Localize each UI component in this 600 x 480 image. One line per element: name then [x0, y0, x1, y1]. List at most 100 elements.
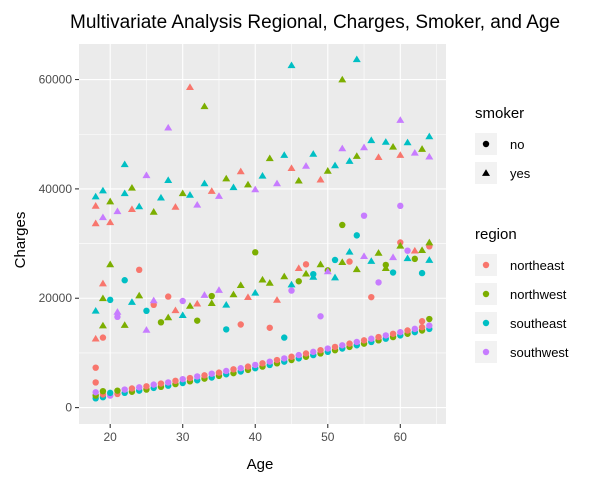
axes: 20 30 40 50 60 0 20000 40000 60000 — [39, 73, 408, 444]
data-point — [194, 373, 201, 380]
data-point — [252, 361, 259, 369]
data-point — [310, 348, 317, 356]
data-point — [368, 335, 375, 342]
data-point — [164, 313, 173, 321]
legend-symbol — [482, 290, 490, 298]
data-point — [324, 345, 331, 352]
data-point — [207, 299, 216, 307]
data-point — [120, 160, 129, 168]
data-point — [135, 384, 143, 391]
data-point — [223, 367, 230, 375]
data-point — [353, 232, 360, 239]
data-point — [265, 154, 274, 162]
data-point — [222, 174, 231, 182]
data-point — [252, 249, 259, 256]
data-point — [425, 132, 434, 140]
data-point — [113, 207, 122, 215]
x-tick-label: 40 — [249, 430, 263, 444]
data-point — [338, 144, 347, 152]
legend-label: no — [510, 137, 524, 152]
data-point — [91, 334, 100, 342]
legend-title: smoker — [475, 105, 524, 122]
data-point — [404, 247, 411, 254]
data-point — [244, 180, 252, 188]
data-point — [353, 338, 360, 346]
data-point — [165, 293, 172, 300]
data-point — [375, 279, 382, 286]
data-point — [114, 313, 121, 321]
data-point — [288, 353, 295, 360]
data-point — [91, 192, 100, 200]
data-point — [92, 364, 99, 371]
data-point — [317, 346, 324, 354]
data-point — [171, 306, 180, 314]
data-point — [193, 200, 202, 208]
data-point — [164, 176, 173, 183]
data-point — [149, 208, 158, 215]
grid-lines — [79, 44, 446, 424]
data-point — [157, 319, 165, 326]
data-point — [403, 254, 412, 262]
data-point — [345, 157, 354, 164]
data-points — [91, 55, 434, 402]
data-point — [194, 317, 201, 324]
data-point — [121, 386, 128, 393]
data-point — [150, 381, 157, 388]
legend-symbol — [482, 348, 490, 356]
data-point — [200, 291, 209, 298]
data-point — [91, 202, 100, 209]
data-point — [295, 351, 302, 359]
data-point — [418, 145, 427, 152]
data-point — [367, 136, 376, 144]
legend-label: northwest — [510, 287, 567, 302]
data-point — [114, 387, 121, 394]
data-point — [360, 337, 368, 344]
data-point — [236, 281, 245, 288]
data-point — [193, 299, 202, 307]
data-point — [156, 193, 165, 201]
data-point — [157, 380, 165, 387]
legend-label: southeast — [510, 316, 567, 331]
data-point — [418, 318, 426, 325]
data-point — [360, 252, 369, 259]
data-point — [418, 246, 427, 253]
data-point — [98, 279, 107, 287]
data-point — [281, 334, 288, 341]
data-point — [397, 202, 404, 210]
data-point — [258, 171, 267, 179]
data-point — [179, 375, 186, 383]
legend-symbol — [482, 140, 490, 148]
data-point — [281, 355, 288, 362]
data-point — [237, 321, 244, 328]
data-point — [208, 292, 215, 300]
data-point — [207, 187, 216, 194]
data-point — [121, 277, 128, 284]
data-point — [331, 161, 340, 169]
legend-label: yes — [510, 166, 531, 181]
data-point — [106, 389, 114, 397]
x-axis-title: Age — [247, 456, 274, 473]
data-point — [425, 238, 434, 246]
data-point — [410, 149, 419, 156]
y-tick-label: 60000 — [39, 73, 73, 87]
data-point — [396, 116, 405, 123]
data-point — [178, 311, 187, 319]
data-point — [171, 203, 180, 210]
data-point — [338, 75, 347, 83]
data-point — [403, 138, 412, 146]
data-point — [215, 369, 223, 376]
data-point — [106, 197, 115, 205]
data-point — [265, 279, 274, 286]
data-point — [135, 291, 144, 299]
data-point — [135, 202, 144, 210]
data-point — [251, 288, 260, 296]
data-point — [339, 221, 346, 229]
data-point — [352, 55, 361, 63]
data-point — [229, 290, 238, 298]
data-point — [164, 123, 173, 131]
legend-label: northeast — [510, 258, 565, 273]
data-point — [411, 325, 419, 333]
data-point — [410, 246, 419, 254]
data-point — [149, 296, 158, 304]
